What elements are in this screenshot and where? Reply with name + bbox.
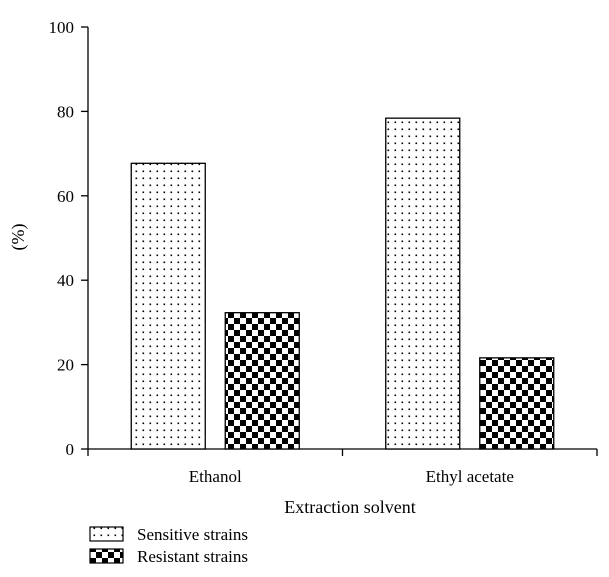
x-axis-title: Extraction solvent <box>284 497 415 517</box>
legend-label: Sensitive strains <box>137 525 248 544</box>
bar-sensitive-ethanol <box>130 162 206 450</box>
y-tick-label: 0 <box>66 440 75 459</box>
x-tick-label: Ethanol <box>189 467 242 486</box>
y-tick-label: 20 <box>57 356 74 375</box>
x-tick-label: Ethyl acetate <box>426 467 514 486</box>
x-axis: Ethanol Ethyl acetate <box>87 448 598 486</box>
legend-swatch <box>89 548 124 564</box>
y-axis: 0 20 40 60 80 100 <box>49 18 89 459</box>
legend-label: Resistant strains <box>137 547 248 566</box>
bar-resistant-ethyl-acetate <box>479 357 555 450</box>
bar-resistant-ethanol <box>224 312 300 450</box>
y-tick-label: 100 <box>49 18 75 37</box>
y-tick-label: 80 <box>57 102 74 121</box>
legend: Sensitive strains Resistant strains <box>89 525 248 566</box>
y-axis-title: (%) <box>8 224 29 251</box>
bar-sensitive-ethyl-acetate <box>385 117 461 450</box>
y-tick-label: 60 <box>57 187 74 206</box>
y-tick-label: 40 <box>57 271 74 290</box>
bars-group <box>130 117 555 450</box>
legend-swatch <box>89 526 124 542</box>
